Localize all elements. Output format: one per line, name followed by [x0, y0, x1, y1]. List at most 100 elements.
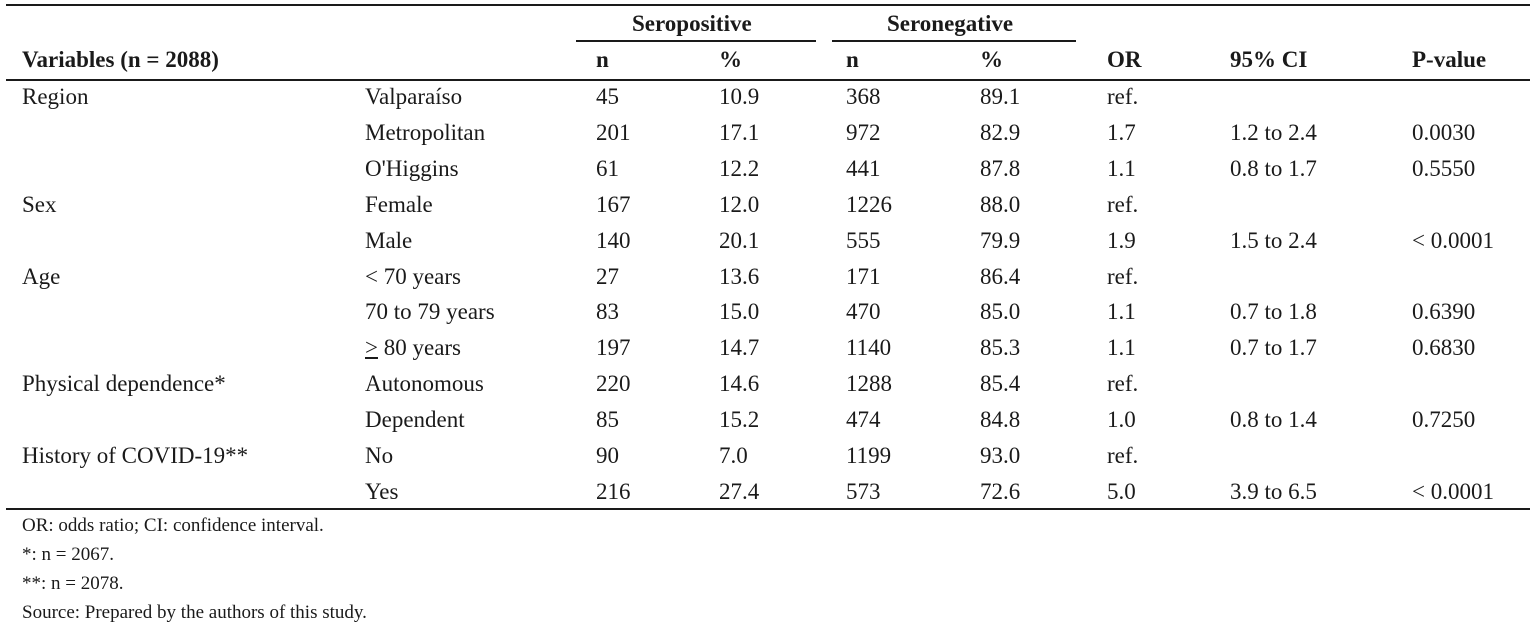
cell-ci: 1.2 to 2.4 [1230, 120, 1317, 145]
cell-neg-n: 555 [846, 228, 881, 253]
column-header-p: P-value [1412, 47, 1487, 72]
cell-neg-n: 441 [846, 156, 881, 181]
column-header-neg-pct: % [980, 47, 1003, 72]
cell-or: ref. [1107, 192, 1139, 217]
cell-neg-pct: 93.0 [980, 443, 1021, 468]
cell-neg-pct: 85.4 [980, 371, 1021, 396]
cell-neg-n: 1199 [846, 443, 892, 468]
cell-p: < 0.0001 [1412, 228, 1494, 253]
cell-pos-pct: 12.0 [719, 192, 760, 217]
cell-neg-n: 368 [846, 84, 881, 109]
header-bottom-rule [6, 79, 1530, 81]
cell-ci: 3.9 to 6.5 [1230, 479, 1317, 504]
cell-pos-n: 197 [596, 335, 631, 360]
cell-neg-pct: 88.0 [980, 192, 1021, 217]
cell-pos-pct: 17.1 [719, 120, 760, 145]
footnote-covid-history: **: n = 2078. [22, 573, 124, 594]
cell-neg-n: 573 [846, 479, 881, 504]
footnote-source: Source: Prepared by the authors of this … [22, 602, 367, 623]
cell-pos-n: 167 [596, 192, 631, 217]
cell-or: ref. [1107, 264, 1139, 289]
cell-or: 1.1 [1107, 299, 1136, 324]
cell-neg-n: 1140 [846, 335, 892, 360]
cell-neg-n: 474 [846, 407, 881, 432]
cell-category: O'Higgins [365, 156, 459, 181]
seropositive-group-rule [576, 40, 816, 42]
cell-ci: 0.7 to 1.8 [1230, 299, 1317, 324]
cell-or: 1.0 [1107, 407, 1136, 432]
cell-p: < 0.0001 [1412, 479, 1494, 504]
cell-pos-n: 140 [596, 228, 631, 253]
cell-pos-n: 220 [596, 371, 631, 396]
column-header-variables: Variables (n = 2088) [22, 47, 219, 72]
cell-pos-n: 61 [596, 156, 619, 181]
cell-variable: Region [22, 84, 89, 109]
cell-pos-n: 83 [596, 299, 619, 324]
cell-pos-pct: 14.6 [719, 371, 760, 396]
cell-pos-n: 201 [596, 120, 631, 145]
cell-pos-pct: 7.0 [719, 443, 748, 468]
cell-ci: 0.8 to 1.7 [1230, 156, 1317, 181]
cell-or: 1.1 [1107, 156, 1136, 181]
cell-or: ref. [1107, 443, 1139, 468]
cell-p: 0.0030 [1412, 120, 1476, 145]
cell-category: Metropolitan [365, 120, 486, 145]
cell-category: Yes [365, 479, 399, 504]
cell-p: 0.5550 [1412, 156, 1476, 181]
column-header-pos-pct: % [719, 47, 742, 72]
cell-or: ref. [1107, 371, 1139, 396]
cell-or: ref. [1107, 84, 1139, 109]
cell-neg-n: 1226 [846, 192, 892, 217]
group-header-seronegative: Seronegative [887, 11, 1014, 36]
cell-variable: Physical dependence* [22, 371, 226, 396]
cell-neg-n: 972 [846, 120, 881, 145]
greater-equal-symbol: > [365, 335, 378, 360]
cell-variable: Sex [22, 192, 57, 217]
cell-neg-pct: 72.6 [980, 479, 1021, 504]
cell-category: < 70 years [365, 264, 461, 289]
cell-category: Dependent [365, 407, 465, 432]
cell-pos-pct: 27.4 [719, 479, 760, 504]
cell-category: 70 to 79 years [365, 299, 495, 324]
table-bottom-rule [6, 508, 1530, 510]
cell-pos-n: 216 [596, 479, 631, 504]
cell-or: 1.7 [1107, 120, 1136, 145]
cell-neg-pct: 89.1 [980, 84, 1021, 109]
cell-neg-pct: 87.8 [980, 156, 1021, 181]
cell-category: > 80 years [365, 335, 462, 360]
cell-neg-pct: 79.9 [980, 228, 1021, 253]
cell-pos-n: 27 [596, 264, 619, 289]
cell-p: 0.6830 [1412, 335, 1476, 360]
cell-ci: 1.5 to 2.4 [1230, 228, 1317, 253]
cell-neg-n: 171 [846, 264, 881, 289]
cell-neg-pct: 84.8 [980, 407, 1021, 432]
cell-category: No [365, 443, 394, 468]
cell-pos-pct: 15.0 [719, 299, 760, 324]
cell-p: 0.7250 [1412, 407, 1476, 432]
cell-or: 1.9 [1107, 228, 1136, 253]
cell-pos-pct: 15.2 [719, 407, 760, 432]
cell-category: Valparaíso [365, 84, 463, 109]
column-header-or: OR [1107, 47, 1142, 72]
cell-p: 0.6390 [1412, 299, 1476, 324]
cell-pos-pct: 10.9 [719, 84, 760, 109]
cell-pos-pct: 13.6 [719, 264, 760, 289]
cell-pos-n: 90 [596, 443, 619, 468]
cell-variable: Age [22, 264, 61, 289]
column-header-ci: 95% CI [1230, 47, 1308, 72]
cell-neg-pct: 82.9 [980, 120, 1021, 145]
column-header-neg-n: n [846, 47, 859, 72]
cell-category: Autonomous [365, 371, 484, 396]
cell-neg-pct: 85.0 [980, 299, 1021, 324]
cell-category: Male [365, 228, 413, 253]
column-header-pos-n: n [596, 47, 609, 72]
cell-pos-n: 45 [596, 84, 619, 109]
cell-pos-pct: 14.7 [719, 335, 760, 360]
footnote-physical-dependence: *: n = 2067. [22, 544, 114, 565]
group-header-seropositive: Seropositive [632, 11, 752, 36]
cell-pos-pct: 20.1 [719, 228, 760, 253]
cell-neg-pct: 86.4 [980, 264, 1021, 289]
cell-neg-pct: 85.3 [980, 335, 1021, 360]
footnote-abbreviations: OR: odds ratio; CI: confidence interval. [22, 515, 324, 536]
table-top-rule [6, 4, 1530, 6]
